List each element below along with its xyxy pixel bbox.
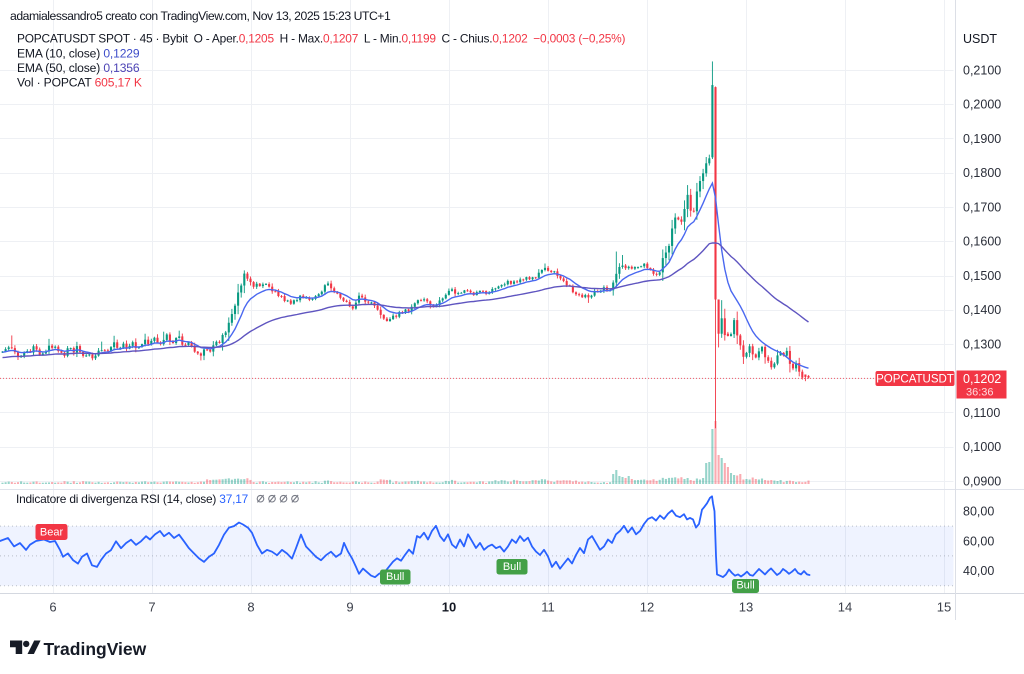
svg-text:10: 10 [442, 600, 456, 615]
svg-text:0,1600: 0,1600 [963, 235, 1001, 249]
svg-text:8: 8 [247, 600, 254, 615]
svg-text:80,00: 80,00 [963, 505, 994, 519]
svg-text:0,1900: 0,1900 [963, 132, 1001, 146]
svg-text:0,1500: 0,1500 [963, 269, 1001, 283]
svg-text:0,2100: 0,2100 [963, 63, 1001, 77]
svg-text:adamialessandro5 creato con Tr: adamialessandro5 creato con TradingView.… [10, 9, 391, 23]
svg-text:0,0900: 0,0900 [963, 474, 1001, 488]
svg-text:12: 12 [640, 600, 654, 615]
svg-text:0,1800: 0,1800 [963, 166, 1001, 180]
svg-text:Bull: Bull [386, 571, 404, 583]
svg-text:0,1202: 0,1202 [963, 372, 1001, 386]
svg-text:15: 15 [937, 600, 951, 615]
svg-text:Indicatore di divergenza RSI (: Indicatore di divergenza RSI (14, close)… [16, 492, 249, 506]
svg-text:0,1300: 0,1300 [963, 337, 1001, 351]
svg-text:TradingView: TradingView [44, 639, 147, 659]
svg-text:Bull: Bull [503, 561, 521, 573]
svg-text:0,1000: 0,1000 [963, 440, 1001, 454]
svg-text:7: 7 [148, 600, 155, 615]
svg-text:0,1100: 0,1100 [963, 406, 1000, 420]
svg-text:0,1400: 0,1400 [963, 303, 1001, 317]
svg-text:40,00: 40,00 [963, 564, 994, 578]
svg-text:11: 11 [541, 600, 555, 615]
svg-text:36:36: 36:36 [966, 387, 994, 399]
svg-text:9: 9 [346, 600, 353, 615]
svg-text:13: 13 [739, 600, 753, 615]
svg-text:POPCATUSDT SPOT · 45 · Bybit O: POPCATUSDT SPOT · 45 · Bybit O - Aper.0,… [17, 32, 626, 46]
svg-text:EMA (50, close) 0,1356: EMA (50, close) 0,1356 [17, 61, 140, 75]
svg-text:USDT: USDT [963, 32, 997, 46]
svg-text:Bull: Bull [736, 580, 754, 592]
svg-text:0,2000: 0,2000 [963, 98, 1001, 112]
svg-text:60,00: 60,00 [963, 534, 994, 548]
svg-text:6: 6 [49, 600, 56, 615]
svg-text:14: 14 [838, 600, 852, 615]
svg-text:Vol · POPCAT 605,17 K: Vol · POPCAT 605,17 K [17, 76, 142, 90]
svg-text:POPCATUSDT: POPCATUSDT [876, 374, 954, 386]
svg-text:0,1700: 0,1700 [963, 200, 1001, 214]
svg-text:EMA (10, close) 0,1229: EMA (10, close) 0,1229 [17, 47, 140, 61]
svg-text:Bear: Bear [40, 527, 64, 539]
